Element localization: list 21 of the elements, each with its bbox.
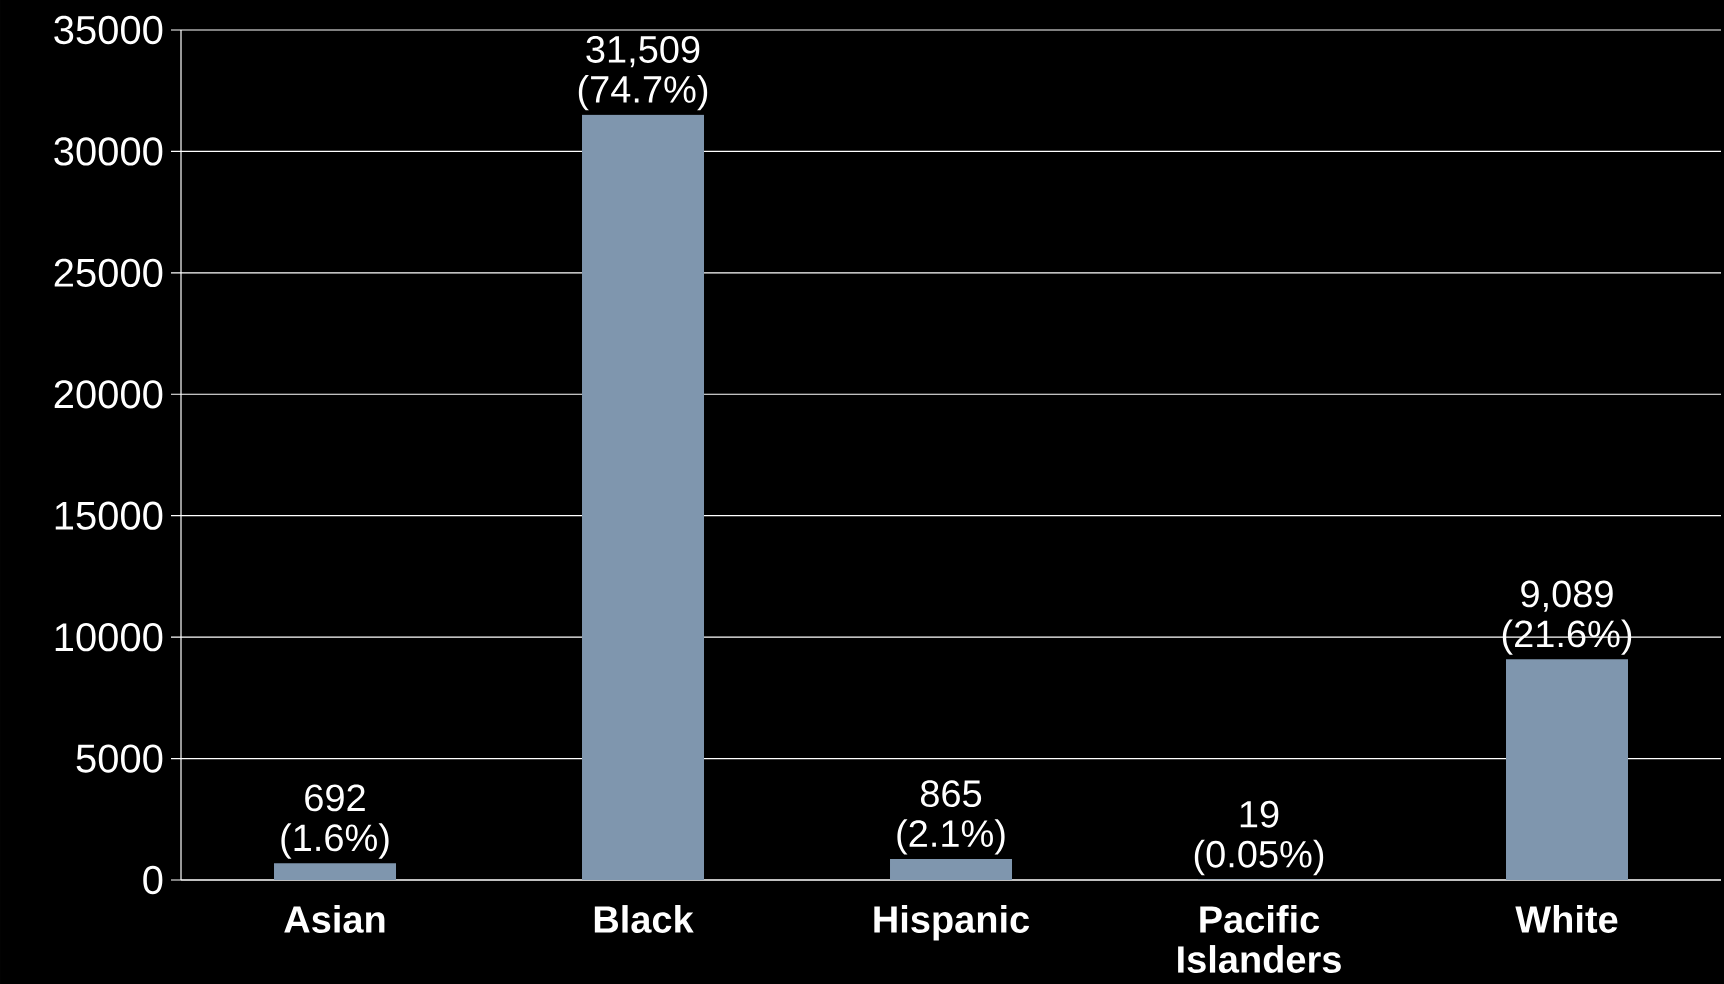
y-tick-label: 20000 [54, 380, 163, 409]
y-tick-label: 30000 [54, 137, 163, 166]
bar [890, 858, 1013, 880]
y-tick-label: 5000 [76, 744, 163, 773]
y-tick-label: 10000 [55, 622, 163, 652]
bar [582, 114, 705, 880]
x-tick-label: Pacific Islanders [1178, 905, 1341, 973]
x-tick-label: Asian [284, 905, 385, 933]
data-label: 19 (0.05%) [1194, 800, 1324, 876]
data-label: 31,509 (74.7%) [578, 35, 708, 111]
y-tick-label: 35000 [54, 15, 163, 45]
x-tick-label: White [1515, 905, 1618, 933]
bar [1506, 659, 1628, 880]
data-label: 865 (2.1%) [897, 780, 1005, 855]
x-tick-label: Hispanic [874, 905, 1030, 941]
data-label: 692 (1.6%) [281, 784, 389, 859]
x-tick-label: Black [594, 905, 694, 933]
y-tick-label: 0 [143, 865, 163, 895]
y-tick-label: 25000 [54, 258, 163, 287]
bar [274, 863, 397, 880]
y-tick-label: 15000 [55, 501, 163, 530]
